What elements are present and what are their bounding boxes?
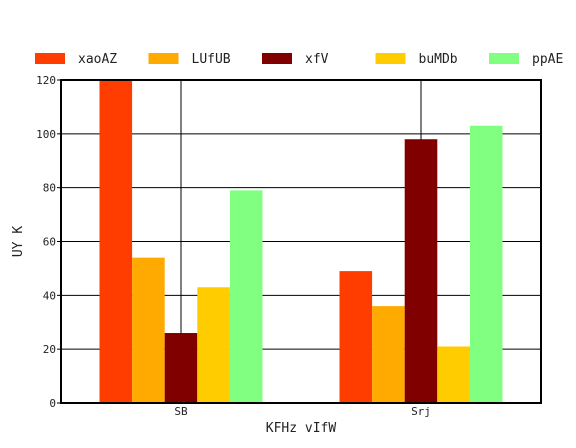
legend-swatch-LUfUB (148, 53, 179, 64)
x-axis-title: KFHz vIfW (266, 421, 337, 436)
legend-swatch-ppAE (489, 53, 519, 64)
bar-buMDb-SB (197, 287, 230, 403)
legend-label-ppAE: ppAE (532, 52, 563, 67)
y-axis-title: UY K (11, 226, 26, 257)
x-axis-ticks: SB Srj (174, 405, 431, 418)
y-tick-label-1: 20 (43, 343, 56, 356)
bar-ppAE-SB (229, 190, 263, 403)
y-axis-ticks: 0 20 40 60 80 100 120 (36, 74, 61, 410)
legend-label-xaoAZ: xaoAZ (78, 52, 117, 67)
legend-swatch-xfV (262, 53, 292, 64)
y-tick-label-5: 100 (36, 128, 56, 141)
bar-xaoAZ-SB (99, 80, 133, 403)
legend: xaoAZ LUfUB xfV buMDb ppAE (35, 52, 563, 67)
legend-swatch-xaoAZ (35, 53, 65, 64)
legend-label-buMDb: buMDb (419, 52, 458, 67)
bars (99, 80, 503, 403)
bar-xaoAZ-Srj (339, 271, 373, 403)
x-tick-label-0: SB (174, 405, 188, 418)
y-tick-label-6: 120 (36, 74, 56, 87)
legend-swatch-buMDb (375, 53, 406, 64)
y-tick-label-2: 40 (43, 289, 56, 302)
x-tick-label-1: Srj (411, 405, 431, 418)
bar-buMDb-Srj (437, 346, 470, 403)
bar-xfV-Srj (404, 139, 438, 403)
legend-label-LUfUB: LUfUB (192, 52, 231, 67)
bar-LUfUB-SB (132, 257, 165, 403)
bar-xfV-SB (164, 333, 198, 403)
y-tick-label-3: 60 (43, 236, 56, 249)
bar-LUfUB-Srj (372, 306, 405, 403)
y-tick-label-0: 0 (49, 397, 56, 410)
bar-ppAE-Srj (469, 125, 503, 403)
y-tick-label-4: 80 (43, 182, 56, 195)
legend-label-xfV: xfV (305, 52, 329, 67)
